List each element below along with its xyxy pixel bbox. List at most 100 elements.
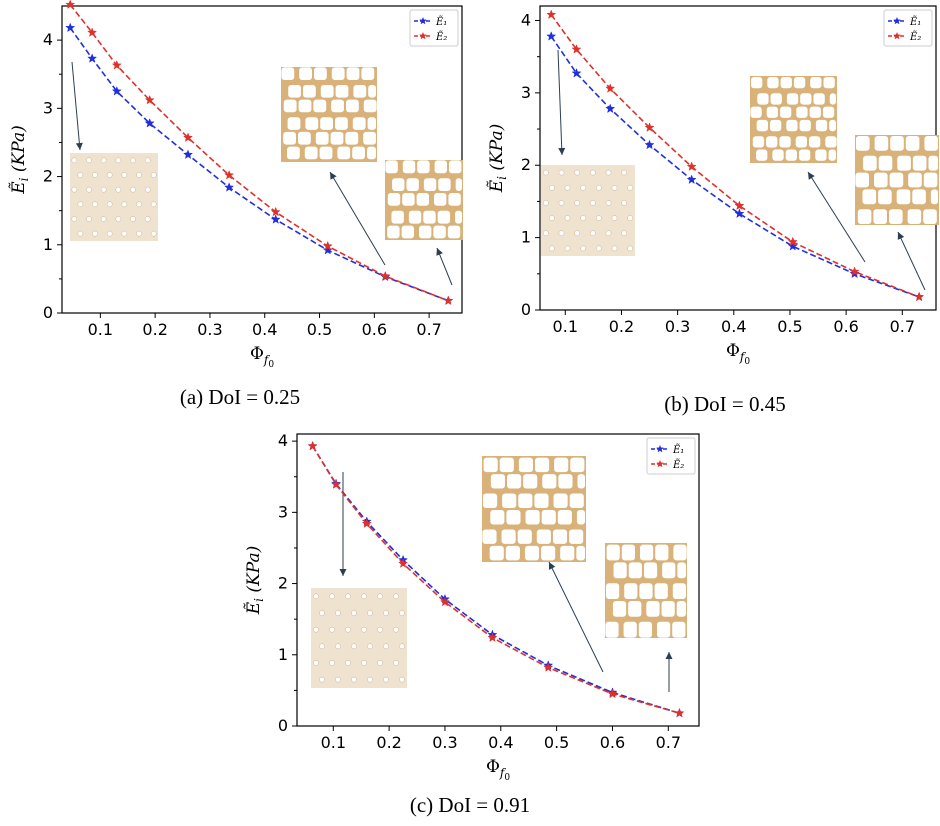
data-point [674,707,685,718]
inset-pore [106,201,113,208]
inset-cell [402,160,416,174]
inset-pore [367,610,373,616]
inset-pore [115,216,122,222]
inset-cell [346,99,359,113]
legend-label: Ẽ₂ [672,459,684,471]
data-point [87,27,98,37]
series-line [69,4,449,302]
inset-pore [345,626,351,633]
inset-cell [502,493,517,508]
inset-pore [335,676,341,683]
inset-cell [483,493,498,508]
inset-pore [319,676,325,683]
y-tick-label: 3 [521,83,531,102]
x-tick-label: 0.1 [553,317,578,336]
y-axis-label: Ẽi (KPa) [243,546,266,615]
inset-pore [150,230,157,237]
inset-cell [897,155,911,171]
inset-cell [423,210,436,224]
inset-cell [345,131,359,145]
x-tick-label: 0.2 [142,320,167,339]
caption-c: (c) DoI = 0.91 [409,793,531,817]
inset-pore [548,184,555,191]
inset-cell [482,529,497,544]
legend-marker [418,31,428,40]
arrow-head [339,569,347,576]
inset-cell [518,457,533,473]
annotation-arrow [897,231,926,291]
chart-panel-b: 0.1 0.2 0.3 0.4 0.5 0.6 0.7 0 1 2 3 4 Φf0 Ẽi (KPa) Ẽ₁ Ẽ… [470,0,940,380]
inset-cell [855,172,869,188]
data-point [787,240,798,251]
inset-pore [130,216,136,222]
inset-cell [786,93,799,105]
inset-pore [77,201,84,208]
data-point [322,240,333,251]
x-tick-label: 0.1 [88,320,113,339]
inset-pore [92,172,98,178]
inset-pore [150,201,157,208]
data-point [734,200,745,211]
inset-cell [779,136,791,148]
inset-cell [416,193,429,206]
inset-cell [363,99,377,113]
x-axis-label: Φf0 [250,344,274,370]
inset-cell [757,93,769,105]
inset-pore [377,660,383,666]
inset-pore [605,230,612,237]
inset-cell [367,117,376,130]
y-tick-label: 2 [521,155,531,174]
inset-cell [330,131,344,145]
inset-pore [150,172,157,178]
inset-pore [351,610,357,616]
inset-cell [923,209,937,224]
inset-pore [621,169,628,176]
inset-cell [489,545,504,561]
inset-cell [560,545,575,561]
inset-pore [580,184,587,191]
y-tick-label: 3 [278,502,288,521]
inset-cell [772,149,784,161]
inset-pore [558,230,565,237]
inset-cell [878,155,893,171]
inset-cell [756,119,768,132]
inset-pore [319,610,325,616]
y-tick-label: 4 [278,431,288,450]
arrow-head [548,562,556,570]
inset-cell [800,93,812,105]
inset-cell [337,146,351,160]
inset-cell [646,601,660,617]
data-point [307,440,318,451]
arrow-head [897,232,905,240]
series-line [311,445,680,714]
data-point [182,149,194,160]
inset-pore [361,626,367,633]
x-axis-label: Φf0 [726,341,750,367]
data-point [644,122,655,132]
legend-label: Ẽ₂ [435,31,447,43]
inset-pore [144,186,151,193]
inset-cell [305,117,319,130]
inset-cell [437,210,451,224]
inset-cell [874,172,888,188]
inset-cell [298,131,311,145]
inset-cell [889,209,903,224]
inset-cell [654,583,668,599]
legend-label: Ẽ₁ [435,16,447,28]
inset-cell [541,510,556,525]
inset-cell [483,457,498,473]
y-tick-label: 1 [278,645,288,664]
inset-pore [605,169,612,176]
inset-cell [283,131,296,145]
inset-cell [558,474,573,489]
x-tick-label: 0.5 [777,317,802,336]
inset-cell [643,562,658,579]
annotation-arrow [557,49,566,156]
legend-label: Ẽ₁ [909,16,921,28]
data-point [849,266,860,276]
inset-cell [896,189,911,205]
legend: Ẽ₁ Ẽ₂ [409,9,459,47]
inset-cell [552,529,568,544]
data-point [398,558,409,568]
micrograph-inset-holes [311,588,407,688]
